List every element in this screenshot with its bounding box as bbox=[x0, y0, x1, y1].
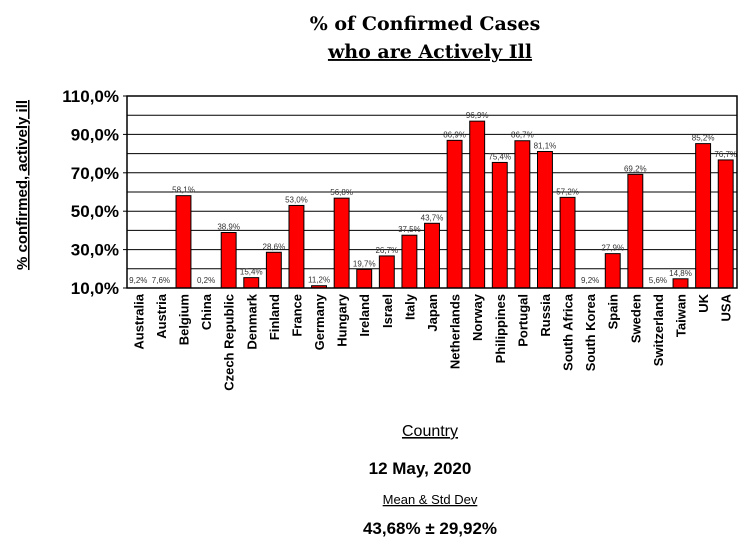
data-label: 37,5% bbox=[398, 225, 421, 234]
date-text: 12 May, 2020 bbox=[369, 459, 472, 478]
bar bbox=[446, 139, 463, 289]
y-tick-label: 50,0% bbox=[71, 202, 119, 221]
data-label: 53,0% bbox=[285, 195, 308, 204]
bar bbox=[265, 251, 282, 289]
data-label: 38,9% bbox=[217, 223, 240, 232]
y-tick-label: 10,0% bbox=[71, 279, 119, 298]
x-tick-label: South Korea bbox=[583, 293, 598, 371]
bar bbox=[288, 204, 305, 289]
y-tick-labels: 110,0% 90,0% 70,0% 50,0% 30,0% 10,0% bbox=[62, 87, 127, 298]
data-label: 9,2% bbox=[129, 276, 147, 285]
data-labels: 9,2% 7,6% 58,1% 0,2% 38,9% 15,4% 28,6% 53,0% 11,… bbox=[129, 111, 737, 285]
y-tick-label: 110,0% bbox=[62, 87, 119, 106]
bar bbox=[333, 197, 350, 289]
bar bbox=[627, 173, 644, 289]
data-label: 75,4% bbox=[488, 152, 511, 161]
data-label: 86,7% bbox=[511, 131, 534, 140]
bar bbox=[672, 278, 689, 289]
bar bbox=[378, 255, 395, 289]
data-label: 76,7% bbox=[714, 150, 737, 159]
x-tick-label: Germany bbox=[312, 293, 327, 350]
x-tick-label: Denmark bbox=[244, 293, 259, 349]
x-axis-label: Country bbox=[402, 423, 458, 440]
data-label: 11,2% bbox=[308, 276, 330, 285]
x-tick-label: UK bbox=[696, 293, 711, 312]
y-axis-label: % confirmed, actively ill bbox=[14, 100, 31, 270]
y-tick-label: 90,0% bbox=[71, 125, 119, 144]
data-label: 43,7% bbox=[421, 213, 444, 222]
data-label: 9,2% bbox=[581, 276, 599, 285]
x-tick-label: China bbox=[199, 293, 214, 330]
x-tick-label: Japan bbox=[425, 294, 440, 332]
bar bbox=[243, 277, 260, 289]
x-tick-label: Finland bbox=[267, 294, 282, 340]
x-tick-label: Ireland bbox=[357, 294, 372, 337]
bar bbox=[604, 253, 621, 289]
bar bbox=[469, 120, 486, 289]
data-label: 0,2% bbox=[197, 276, 215, 285]
plot-frame bbox=[126, 95, 738, 289]
x-tick-label: Sweden bbox=[628, 294, 643, 343]
mean-std-label: Mean & Std Dev bbox=[383, 492, 478, 507]
x-tick-label: Belgium bbox=[176, 294, 191, 345]
x-tick-label: Italy bbox=[402, 293, 417, 320]
x-tick-label: Australia bbox=[131, 293, 146, 349]
x-tick-label: France bbox=[289, 294, 304, 337]
x-tick-label: Taiwan bbox=[674, 294, 689, 337]
x-tick-label: Portugal bbox=[515, 294, 530, 347]
data-label: 7,6% bbox=[152, 276, 170, 285]
mean-std-value: 43,68% ± 29,92% bbox=[363, 519, 497, 538]
data-label: 69,2% bbox=[624, 164, 647, 173]
bar bbox=[356, 268, 373, 289]
data-label: 14,8% bbox=[669, 269, 692, 278]
data-label: 85,2% bbox=[692, 134, 715, 143]
x-tick-labels: Australia Austria Belgium China Czech Republ… bbox=[131, 293, 733, 391]
x-tick-label: Russia bbox=[538, 293, 553, 336]
data-label: 5,6% bbox=[649, 276, 667, 285]
data-label: 15,4% bbox=[240, 268, 263, 277]
x-tick-label: Philippines bbox=[493, 294, 508, 363]
data-label: 56,8% bbox=[330, 188, 353, 197]
bar bbox=[175, 195, 192, 289]
x-tick-label: Austria bbox=[154, 293, 169, 339]
chart-subtitle: who are Actively Ill bbox=[327, 41, 532, 63]
data-label: 57,2% bbox=[556, 187, 579, 196]
x-tick-label: Switzerland bbox=[651, 294, 666, 366]
data-label: 86,9% bbox=[443, 130, 466, 139]
x-tick-label: South Africa bbox=[561, 293, 576, 371]
y-tick-label: 30,0% bbox=[71, 241, 119, 260]
x-tick-label: Israel bbox=[380, 294, 395, 328]
bar bbox=[514, 140, 531, 289]
data-label: 81,1% bbox=[534, 141, 557, 150]
y-tick-label: 70,0% bbox=[71, 164, 119, 183]
bar bbox=[491, 161, 508, 289]
bar bbox=[695, 143, 712, 289]
data-label: 27,9% bbox=[601, 244, 624, 253]
bars bbox=[175, 120, 734, 289]
data-label: 28,6% bbox=[263, 242, 286, 251]
data-label: 96,9% bbox=[466, 111, 489, 120]
bar bbox=[220, 232, 237, 289]
bar bbox=[559, 196, 576, 289]
x-tick-label: Czech Republic bbox=[222, 294, 237, 391]
data-label: 58,1% bbox=[172, 186, 195, 195]
x-tick-label: Hungary bbox=[335, 293, 350, 347]
bar bbox=[537, 150, 553, 289]
x-tick-label: USA bbox=[719, 293, 734, 321]
bar bbox=[424, 222, 440, 289]
data-label: 19,7% bbox=[353, 259, 376, 268]
bar bbox=[401, 234, 418, 289]
data-label: 26,7% bbox=[375, 246, 398, 255]
x-tick-label: Norway bbox=[470, 293, 485, 341]
bar bbox=[717, 159, 734, 289]
x-tick-label: Spain bbox=[606, 294, 621, 329]
x-tick-label: Netherlands bbox=[448, 294, 463, 369]
chart-title: % of Confirmed Cases bbox=[310, 13, 541, 35]
